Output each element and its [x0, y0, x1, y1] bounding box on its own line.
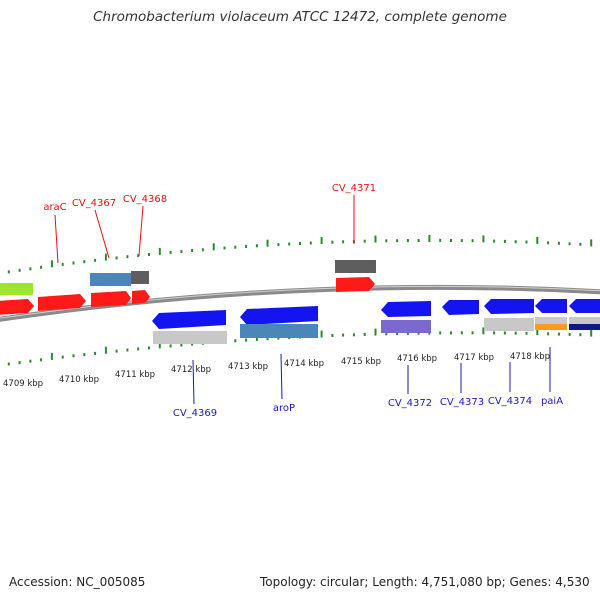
feature-paia-orange [535, 324, 567, 330]
top-tick-track [7, 234, 593, 274]
cds-cv4367 [91, 291, 131, 307]
feature-cv4374-gray [484, 318, 534, 331]
gene-label-cv4372: CV_4372 [388, 398, 432, 409]
cds-cv4371 [336, 277, 375, 292]
feature-cv4367-steelblue [90, 273, 131, 286]
feature-cv4372-purple [381, 320, 431, 333]
cds-arop [240, 306, 318, 325]
feature-cv4371-gray [335, 260, 376, 273]
cds-paia [535, 299, 567, 313]
gene-label-cv4369: CV_4369 [173, 408, 217, 419]
scale-label: 4717 kbp [454, 353, 494, 363]
accession-text: Accession: NC_005085 [9, 575, 146, 589]
gene-label-cv4374: CV_4374 [488, 396, 532, 407]
reverse-gene-labels: CV_4369 aroP CV_4372 CV_4373 CV_4374 pai… [173, 347, 563, 419]
feature-cv4369-gray [153, 331, 227, 344]
leader-line-cv4368 [138, 205, 144, 257]
reverse-features [152, 299, 600, 344]
gene-label-arac: araC [43, 202, 66, 213]
scale-label: 4710 kbp [59, 375, 99, 385]
map-title: Chromobacterium violaceum ATCC 12472, co… [93, 9, 507, 25]
cds-reverse-edge [569, 299, 600, 313]
leader-line-arop [280, 353, 283, 400]
cds-forward-1 [0, 299, 34, 315]
gene-label-cv4368: CV_4368 [123, 194, 167, 205]
forward-features [0, 260, 376, 315]
scale-labels: 4709 kbp 4710 kbp 4711 kbp 4712 kbp 4713… [3, 352, 550, 389]
genome-backbone-highlight [0, 285, 600, 319]
feature-arop-steelblue [240, 324, 318, 338]
genome-backbone [0, 284, 600, 322]
scale-label: 4712 kbp [171, 365, 211, 375]
feature-edge-gray [569, 317, 600, 324]
scale-label: 4715 kbp [341, 357, 381, 367]
scale-label: 4713 kbp [228, 362, 268, 372]
scale-label: 4711 kbp [115, 370, 155, 380]
leader-line-cv4369 [192, 359, 195, 405]
scale-label: 4718 kbp [510, 352, 550, 362]
cds-cv4374 [484, 299, 534, 314]
forward-gene-labels: araC CV_4367 CV_4368 CV_4371 [43, 183, 376, 264]
genome-summary-text: Topology: circular; Length: 4,751,080 bp… [260, 575, 590, 589]
feature-cv4368-gray [131, 271, 149, 284]
cds-cv4368 [132, 290, 150, 304]
feature-green [0, 283, 33, 295]
leader-line-cv4367 [94, 209, 110, 259]
feature-edge-navy [569, 324, 600, 330]
gene-label-cv4367: CV_4367 [72, 198, 116, 209]
gene-label-arop: aroP [273, 403, 295, 414]
leader-line-arac [54, 214, 59, 264]
gene-label-cv4373: CV_4373 [440, 397, 484, 408]
scale-label: 4716 kbp [397, 354, 437, 364]
cds-cv4373 [442, 300, 479, 315]
feature-paia-gray [535, 317, 567, 324]
gene-label-paia: paiA [541, 396, 563, 407]
gene-label-cv4371: CV_4371 [332, 183, 376, 194]
cds-cv4369 [152, 310, 226, 329]
cds-forward-2 [38, 294, 86, 311]
scale-label: 4709 kbp [3, 379, 43, 389]
scale-label: 4714 kbp [284, 359, 324, 369]
cds-cv4372 [381, 301, 431, 317]
